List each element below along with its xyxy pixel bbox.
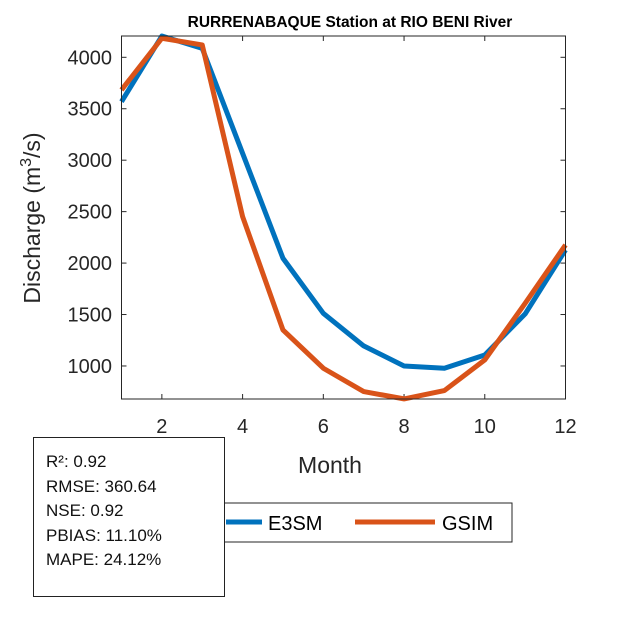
x-tick-label: 2 [156, 416, 167, 438]
y-tick-label: 2000 [68, 253, 113, 275]
y-axis-label-unit-end: /s) [19, 132, 45, 158]
y-axis-label-superscript: 3 [18, 158, 35, 167]
y-axis-label: Discharge (m3/s) [18, 132, 45, 303]
stat-rmse: RMSE: 360.64 [46, 476, 157, 496]
stat-mape: MAPE: 24.12% [46, 550, 162, 569]
y-tick-label: 4000 [68, 47, 113, 69]
y-tick-label: 3500 [68, 99, 113, 121]
x-tick-label: 4 [237, 416, 248, 438]
series-line-e3sm [119, 33, 568, 371]
legend-label-gsim: GSIM [442, 513, 493, 535]
y-tick-label: 1500 [68, 305, 113, 327]
chart-title: RURRENABAQUE Station at RIO BENI River [188, 14, 513, 31]
legend: E3SM GSIM [221, 502, 513, 543]
statistics-box: R²: 0.92 RMSE: 360.64 NSE: 0.92 PBIAS: 1… [33, 437, 225, 597]
x-tick-label: 6 [318, 416, 329, 438]
plot-area-frame [121, 35, 566, 400]
stat-r2: R²: 0.92 [46, 452, 107, 471]
y-tick-label: 3000 [68, 150, 113, 172]
series-line-gsim [119, 35, 568, 402]
stat-pbias: PBIAS: 11.10% [46, 525, 162, 545]
y-tick-label: 1000 [68, 356, 113, 378]
x-tick-label: 12 [554, 416, 576, 438]
stat-nse: NSE: 0.92 [46, 501, 124, 520]
y-tick-label: 2500 [68, 202, 113, 224]
x-axis-label: Month [298, 452, 362, 478]
x-tick-label: 8 [398, 416, 409, 438]
legend-label-e3sm: E3SM [268, 513, 322, 535]
y-axis-label-text: Discharge (m [19, 167, 45, 304]
x-tick-label: 10 [474, 416, 496, 438]
